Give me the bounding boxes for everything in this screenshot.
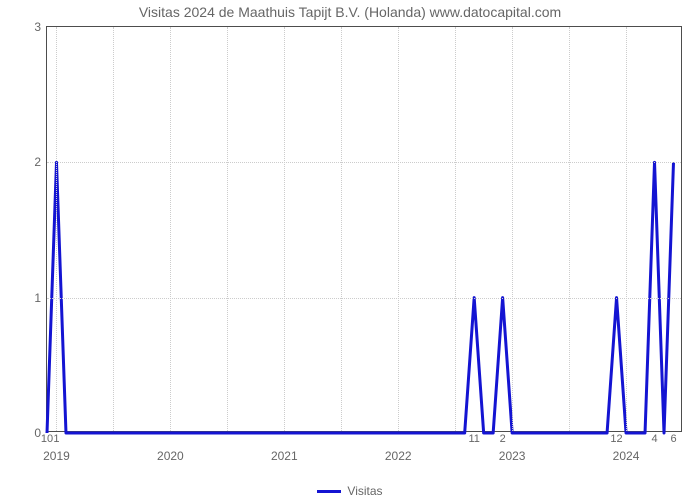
point-label: 2 (500, 433, 506, 445)
point-label: 10 (41, 433, 53, 445)
y-tick-label: 2 (34, 155, 41, 169)
gridline-v (341, 27, 342, 431)
legend: Visitas (0, 484, 700, 498)
y-tick-label: 1 (34, 291, 41, 305)
point-label: 1 (53, 433, 59, 445)
y-tick-label: 3 (34, 20, 41, 34)
x-year-label: 2019 (43, 449, 70, 463)
gridline-v (626, 27, 627, 431)
gridline-h (47, 298, 681, 299)
point-label: 11 (468, 433, 479, 445)
gridline-v (569, 27, 570, 431)
gridline-v (398, 27, 399, 431)
x-year-label: 2023 (499, 449, 526, 463)
legend-label: Visitas (347, 484, 382, 498)
gridline-v (227, 27, 228, 431)
gridline-v (56, 27, 57, 431)
chart-title: Visitas 2024 de Maathuis Tapijt B.V. (Ho… (0, 4, 700, 20)
gridline-v (113, 27, 114, 431)
x-year-label: 2020 (157, 449, 184, 463)
line-series (47, 27, 683, 433)
gridline-v (512, 27, 513, 431)
legend-swatch (317, 490, 341, 493)
gridline-v (455, 27, 456, 431)
gridline-v (170, 27, 171, 431)
chart-container: Visitas 2024 de Maathuis Tapijt B.V. (Ho… (0, 0, 700, 500)
x-year-label: 2022 (385, 449, 412, 463)
point-label: 6 (670, 433, 676, 445)
plot-area: 01232019202020212022202320241011121246 (46, 26, 682, 432)
x-year-label: 2021 (271, 449, 298, 463)
point-label: 12 (610, 433, 622, 445)
point-label: 4 (651, 433, 657, 445)
x-year-label: 2024 (613, 449, 640, 463)
gridline-v (284, 27, 285, 431)
gridline-h (47, 162, 681, 163)
